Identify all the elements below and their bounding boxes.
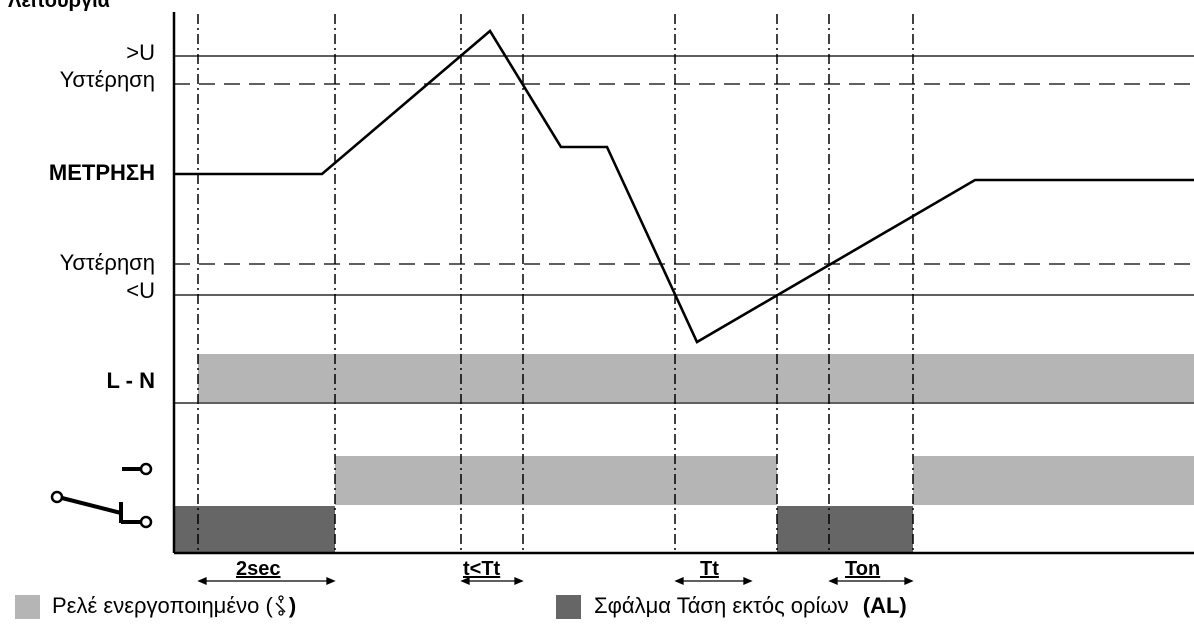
relay-active-band-1: [335, 456, 777, 505]
timing-arrow-ton: [828, 577, 914, 585]
relay-active-band-2: [913, 456, 1194, 505]
legend-swatch-fault: [556, 595, 581, 619]
timing-arrow-t-lt-tt: [460, 577, 524, 585]
timing-arrow-tt: [674, 577, 753, 585]
ln-label: L - N: [106, 368, 155, 393]
legend-swatch-relay-on: [15, 595, 40, 619]
legend-relay-on-text: Ρελέ ενεργοποιημένο (: [52, 593, 273, 618]
relay-contact-symbol: [50, 462, 153, 529]
timing-arrow-2sec: [197, 577, 336, 585]
under-voltage-label: <U: [126, 278, 155, 303]
ln-active-band: [198, 354, 1194, 402]
timing-label-2sec: 2sec: [236, 558, 281, 580]
relay-fault-band-2: [777, 506, 913, 553]
legend-fault-text: Σφάλμα Τάση εκτός ορίων: [594, 593, 849, 618]
diagram-title: Λειτουργία: [8, 0, 110, 12]
timing-label-tt: Tt: [700, 558, 719, 580]
timing-label-ton: Ton: [845, 558, 881, 580]
over-voltage-label: >U: [126, 40, 155, 65]
legend-relay-on: Ρελέ ενεργοποιημένο ( ): [52, 593, 296, 619]
measurement-label: ΜΕΤΡΗΣΗ: [48, 160, 155, 185]
measurement-curve: [174, 29, 1194, 344]
relay-contact-icon: [275, 595, 286, 616]
hysteresis-bottom-label: Υστέρηση: [59, 250, 155, 275]
legend-relay-on-close: ): [288, 593, 297, 618]
legend-fault: Σφάλμα Τάση εκτός ορίων (AL): [594, 593, 907, 619]
legend-fault-code: (AL): [862, 593, 907, 618]
hysteresis-top-label: Υστέρηση: [59, 67, 155, 92]
relay-fault-band-1: [174, 506, 335, 553]
timing-label-t-lt-tt: t<Tt: [463, 558, 501, 580]
legend-relay-on-icon: [273, 594, 289, 616]
